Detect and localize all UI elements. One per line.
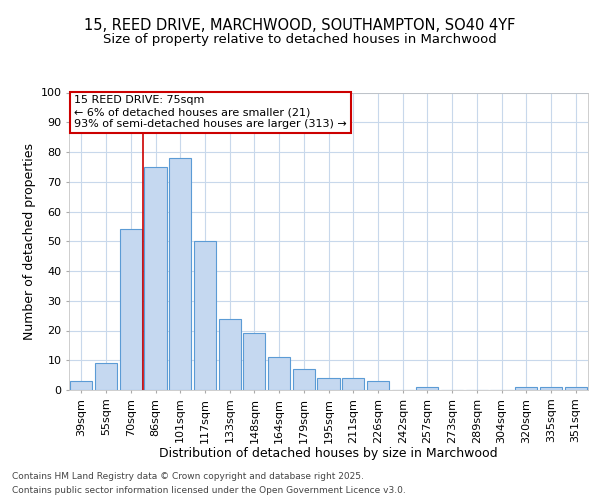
- X-axis label: Distribution of detached houses by size in Marchwood: Distribution of detached houses by size …: [159, 447, 498, 460]
- Bar: [268, 358, 290, 390]
- Y-axis label: Number of detached properties: Number of detached properties: [23, 143, 36, 340]
- Bar: [194, 242, 216, 390]
- Text: Size of property relative to detached houses in Marchwood: Size of property relative to detached ho…: [103, 32, 497, 46]
- Text: 15 REED DRIVE: 75sqm
← 6% of detached houses are smaller (21)
93% of semi-detach: 15 REED DRIVE: 75sqm ← 6% of detached ho…: [74, 96, 347, 128]
- Bar: [119, 230, 142, 390]
- Text: Contains HM Land Registry data © Crown copyright and database right 2025.: Contains HM Land Registry data © Crown c…: [12, 472, 364, 481]
- Text: 15, REED DRIVE, MARCHWOOD, SOUTHAMPTON, SO40 4YF: 15, REED DRIVE, MARCHWOOD, SOUTHAMPTON, …: [85, 18, 515, 32]
- Bar: [565, 387, 587, 390]
- Bar: [317, 378, 340, 390]
- Bar: [342, 378, 364, 390]
- Bar: [243, 334, 265, 390]
- Bar: [515, 387, 538, 390]
- Bar: [540, 387, 562, 390]
- Bar: [293, 369, 315, 390]
- Bar: [416, 387, 439, 390]
- Bar: [367, 381, 389, 390]
- Bar: [145, 167, 167, 390]
- Bar: [95, 363, 117, 390]
- Bar: [169, 158, 191, 390]
- Bar: [70, 381, 92, 390]
- Text: Contains public sector information licensed under the Open Government Licence v3: Contains public sector information licen…: [12, 486, 406, 495]
- Bar: [218, 318, 241, 390]
